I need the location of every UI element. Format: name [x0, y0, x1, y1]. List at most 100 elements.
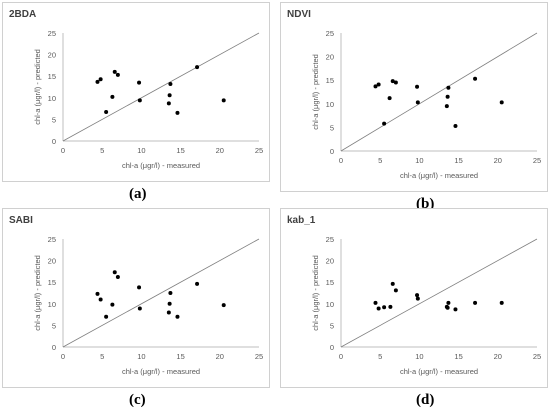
y-tick-label: 15: [48, 278, 56, 287]
data-point: [388, 304, 393, 309]
y-tick-label: 25: [326, 235, 334, 244]
y-tick-label: 20: [48, 51, 56, 60]
y-tick-label: 0: [330, 343, 334, 352]
x-axis-label: chl-a (μgr/l) - measured: [122, 367, 200, 376]
data-point: [446, 300, 451, 305]
data-point: [387, 96, 392, 101]
x-tick-label: 0: [339, 156, 343, 165]
data-point: [166, 310, 171, 315]
scatter-chart-sabi: 0 5 10 15 20 25 0 5 10 15 20 25 chl-a (μgr/l) - meas…: [33, 235, 263, 376]
y-tick-label: 25: [48, 235, 56, 244]
chart-title: SABI: [9, 215, 33, 226]
data-point: [473, 300, 478, 305]
chart-title: NDVI: [287, 9, 311, 20]
y-tick-label: 5: [330, 123, 334, 132]
data-point: [95, 79, 100, 84]
data-point: [167, 301, 172, 306]
data-point: [415, 100, 420, 105]
identity-line: [62, 32, 260, 142]
x-tick-label: 25: [255, 352, 263, 361]
x-axis-label: chl-a (μgr/l) - measured: [400, 367, 478, 376]
data-point: [382, 121, 387, 126]
panel-caption-a: (a): [129, 186, 147, 202]
data-point: [137, 306, 142, 311]
data-point: [175, 314, 180, 319]
y-tick-label: 15: [326, 278, 334, 287]
y-tick-label: 25: [326, 29, 334, 38]
data-point: [453, 307, 458, 312]
data-point: [166, 101, 171, 106]
data-point: [95, 291, 100, 296]
data-point: [415, 296, 420, 301]
x-tick-label: 25: [533, 352, 541, 361]
x-tick-label: 0: [61, 146, 65, 155]
x-tick-label: 25: [255, 146, 263, 155]
x-tick-label: 0: [339, 352, 343, 361]
scatter-chart-2bda: 0 5 10 15 20 25 0 5 10 15 20 25 chl-a (μgr/l) - meas…: [33, 29, 263, 170]
y-tick-label: 5: [52, 115, 56, 124]
x-tick-label: 10: [415, 156, 423, 165]
x-tick-label: 10: [137, 146, 145, 155]
x-axis-label: chl-a (μgr/l) - measured: [400, 171, 478, 180]
data-point: [195, 281, 200, 286]
data-point: [115, 72, 120, 77]
y-tick-label: 15: [48, 72, 56, 81]
x-tick-label: 5: [100, 352, 104, 361]
data-point: [499, 300, 504, 305]
y-tick-label: 15: [326, 76, 334, 85]
x-axis-label: chl-a (μgr/l) - measured: [122, 161, 200, 170]
chart-panel-c: SABI 0 5 10 15 20 25 0 5 10 15 20 25 chl-a (μgr/l) -…: [2, 208, 270, 388]
data-point: [104, 314, 109, 319]
data-point: [112, 69, 117, 74]
x-tick-label: 25: [533, 156, 541, 165]
data-point: [376, 306, 381, 311]
data-point: [168, 81, 173, 86]
y-tick-label: 20: [326, 53, 334, 62]
data-point: [376, 82, 381, 87]
data-point: [444, 104, 449, 109]
x-tick-label: 15: [176, 146, 184, 155]
y-tick-label: 10: [326, 100, 334, 109]
scatter-chart-kab1: 0 5 10 15 20 25 0 5 10 15 20 25 chl-a (μgr/l) - meas…: [311, 235, 541, 376]
x-tick-label: 0: [61, 352, 65, 361]
data-point: [98, 77, 103, 82]
data-point: [415, 84, 420, 89]
data-point: [104, 110, 109, 115]
x-tick-label: 15: [176, 352, 184, 361]
panel-caption-c: (c): [129, 392, 146, 408]
x-tick-label: 20: [216, 352, 224, 361]
y-axis-label: chl-a (μgr/l) - predicted: [33, 255, 42, 331]
data-point: [390, 281, 395, 286]
data-point: [137, 98, 142, 103]
x-tick-label: 15: [454, 156, 462, 165]
data-point: [445, 94, 450, 99]
y-tick-label: 5: [330, 321, 334, 330]
y-axis-label: chl-a (μgr/l) - predicted: [311, 255, 320, 331]
data-point: [373, 300, 378, 305]
data-point: [221, 303, 226, 308]
y-tick-label: 0: [52, 137, 56, 146]
panel-caption-d: (d): [416, 392, 435, 408]
data-point: [137, 285, 142, 290]
data-point: [168, 291, 173, 295]
identity-line: [340, 238, 538, 348]
data-point: [98, 297, 103, 302]
chart-panel-d: kab_1 0 5 10 15 20 25 0 5 10 15 20 25 chl-a (μgr/l) …: [280, 208, 548, 388]
y-tick-label: 10: [48, 300, 56, 309]
identity-line: [62, 238, 260, 348]
data-point: [382, 305, 387, 310]
x-tick-label: 15: [454, 352, 462, 361]
scatter-chart-ndvi: 0 5 10 15 20 25 0 5 10 15 20 25 chl-a (μgr/l) - meas…: [311, 29, 541, 180]
x-tick-label: 20: [216, 146, 224, 155]
x-tick-label: 10: [137, 352, 145, 361]
data-point: [393, 288, 398, 293]
x-tick-label: 10: [415, 352, 423, 361]
data-point: [221, 98, 226, 103]
chart-title: kab_1: [287, 215, 316, 226]
x-tick-label: 20: [494, 156, 502, 165]
x-tick-label: 20: [494, 352, 502, 361]
chart-panel-a: 2BDA 0 5 10 15 20 25 0 5 10 15 20 25 chl-a (μgr/l) -…: [2, 2, 270, 182]
data-point: [112, 270, 117, 275]
data-point: [175, 110, 180, 115]
identity-line: [340, 32, 538, 152]
